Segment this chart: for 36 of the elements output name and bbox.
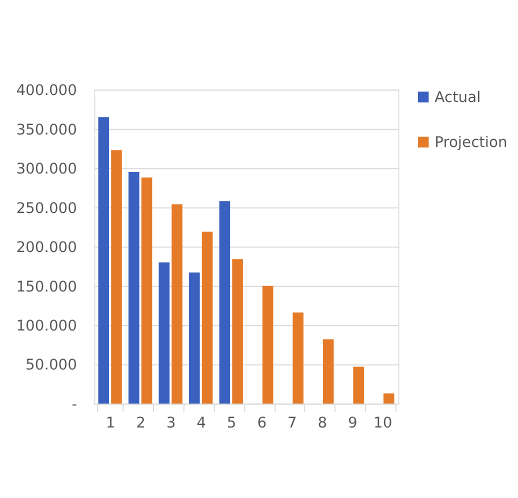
bar: [322, 339, 334, 404]
bar: [128, 172, 140, 404]
bar: [158, 262, 170, 404]
y-tick-label: 350.000: [16, 121, 78, 138]
bar: [189, 272, 200, 404]
y-tick-label: 400.000: [16, 82, 78, 100]
y-tick-label: 100.000: [16, 318, 78, 334]
bar: [111, 150, 122, 404]
y-tick-label: 50.000: [26, 356, 78, 374]
x-tick-label: 4: [196, 414, 206, 432]
x-tick-label: 6: [257, 414, 267, 432]
y-tick-label: 300.000: [16, 160, 78, 178]
bar: [353, 366, 364, 404]
x-tick-label: 2: [136, 414, 146, 432]
bar: [219, 201, 230, 404]
legend-label: Actual: [434, 88, 481, 106]
bar: [383, 393, 394, 404]
x-tick-label: 10: [374, 414, 392, 432]
y-tick-label: 250.000: [16, 200, 78, 217]
x-tick-label: 7: [287, 414, 297, 432]
bar: [172, 204, 182, 404]
bar: [98, 117, 110, 404]
bar: [292, 312, 304, 404]
bar: [262, 286, 274, 404]
x-tick-label: 1: [106, 414, 116, 432]
bar: [202, 232, 213, 404]
x-tick-label: 9: [348, 414, 358, 432]
x-tick-label: 5: [226, 414, 236, 432]
x-tick-label: 8: [318, 414, 328, 432]
bar: [232, 259, 243, 404]
y-tick-label: 150.000: [16, 278, 78, 296]
x-tick-label: 3: [166, 414, 176, 432]
y-tick-label: -: [72, 396, 78, 413]
legend-label: Projection: [434, 134, 508, 152]
y-tick-label: 200.000: [16, 239, 78, 256]
bar: [141, 178, 152, 404]
